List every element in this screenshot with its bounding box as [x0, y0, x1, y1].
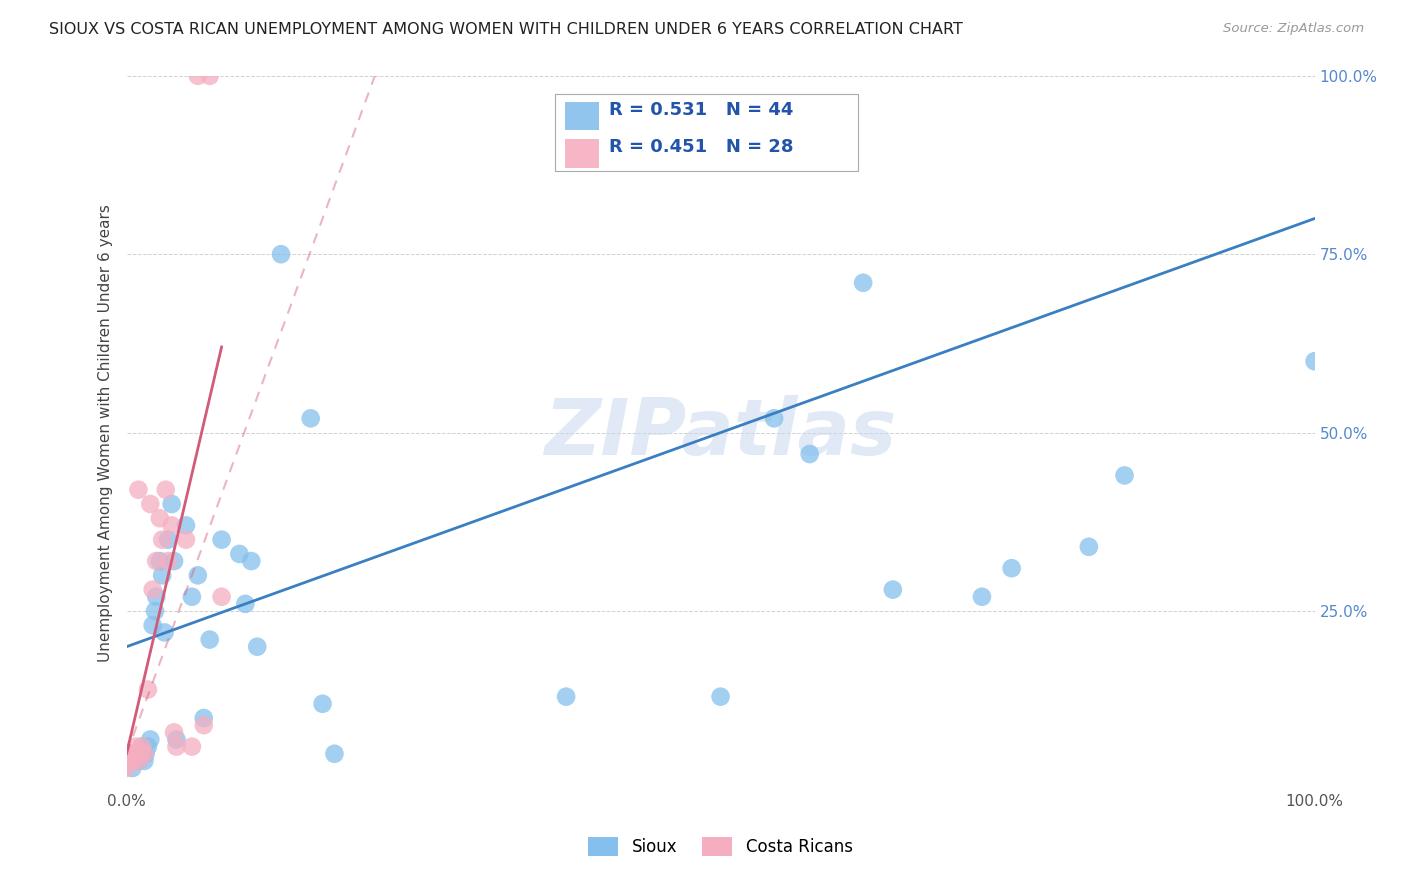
Point — [882, 582, 904, 597]
Point — [180, 739, 202, 754]
Point — [157, 533, 180, 547]
Point — [180, 590, 202, 604]
Point — [150, 533, 173, 547]
Point — [136, 739, 159, 754]
Point — [174, 533, 197, 547]
Point — [193, 711, 215, 725]
Point — [135, 747, 157, 761]
Text: ZIPatlas: ZIPatlas — [544, 394, 897, 471]
Point — [124, 747, 146, 761]
Point — [228, 547, 250, 561]
Point — [149, 554, 172, 568]
Legend: Sioux, Costa Ricans: Sioux, Costa Ricans — [582, 830, 859, 863]
Point — [131, 739, 153, 754]
Point — [127, 754, 149, 768]
Point — [139, 497, 162, 511]
Point — [198, 69, 221, 83]
Point — [121, 761, 143, 775]
Point — [163, 554, 186, 568]
Point — [799, 447, 821, 461]
Point — [150, 568, 173, 582]
Point — [131, 739, 153, 754]
Point — [157, 554, 180, 568]
Point — [145, 590, 167, 604]
Point — [555, 690, 578, 704]
Point — [129, 747, 152, 761]
Point — [155, 483, 177, 497]
Point — [142, 582, 165, 597]
Point — [165, 739, 187, 754]
Text: SIOUX VS COSTA RICAN UNEMPLOYMENT AMONG WOMEN WITH CHILDREN UNDER 6 YEARS CORREL: SIOUX VS COSTA RICAN UNEMPLOYMENT AMONG … — [49, 22, 963, 37]
Point — [149, 511, 172, 525]
Point — [145, 554, 167, 568]
Point — [160, 497, 183, 511]
Point — [120, 747, 142, 761]
Y-axis label: Unemployment Among Women with Children Under 6 years: Unemployment Among Women with Children U… — [97, 203, 112, 662]
Point — [118, 754, 141, 768]
Text: R = 0.451   N = 28: R = 0.451 N = 28 — [609, 138, 793, 156]
Point — [211, 590, 233, 604]
Point — [763, 411, 786, 425]
Point — [240, 554, 263, 568]
Point — [1001, 561, 1024, 575]
Point — [299, 411, 322, 425]
Point — [121, 754, 143, 768]
Point — [136, 682, 159, 697]
Point — [211, 533, 233, 547]
Point — [142, 618, 165, 632]
Point — [193, 718, 215, 732]
Point — [163, 725, 186, 739]
Point — [134, 747, 156, 761]
Point — [710, 690, 733, 704]
Point — [1077, 540, 1099, 554]
Point — [127, 754, 149, 768]
Point — [187, 568, 209, 582]
Point — [134, 754, 156, 768]
Point — [143, 604, 166, 618]
Point — [970, 590, 993, 604]
Point — [246, 640, 269, 654]
Point — [187, 69, 209, 83]
Point — [139, 732, 162, 747]
Point — [153, 625, 176, 640]
Point — [198, 632, 221, 647]
Point — [311, 697, 333, 711]
Point — [323, 747, 346, 761]
Text: Source: ZipAtlas.com: Source: ZipAtlas.com — [1223, 22, 1364, 36]
Point — [115, 761, 138, 775]
Point — [174, 518, 197, 533]
Point — [125, 747, 148, 761]
Point — [129, 747, 152, 761]
Point — [125, 739, 148, 754]
Point — [852, 276, 875, 290]
Text: R = 0.531   N = 44: R = 0.531 N = 44 — [609, 101, 793, 119]
Point — [270, 247, 292, 261]
Point — [127, 483, 149, 497]
Point — [1114, 468, 1136, 483]
Point — [160, 518, 183, 533]
Point — [233, 597, 257, 611]
Point — [1303, 354, 1326, 368]
Point — [165, 732, 187, 747]
